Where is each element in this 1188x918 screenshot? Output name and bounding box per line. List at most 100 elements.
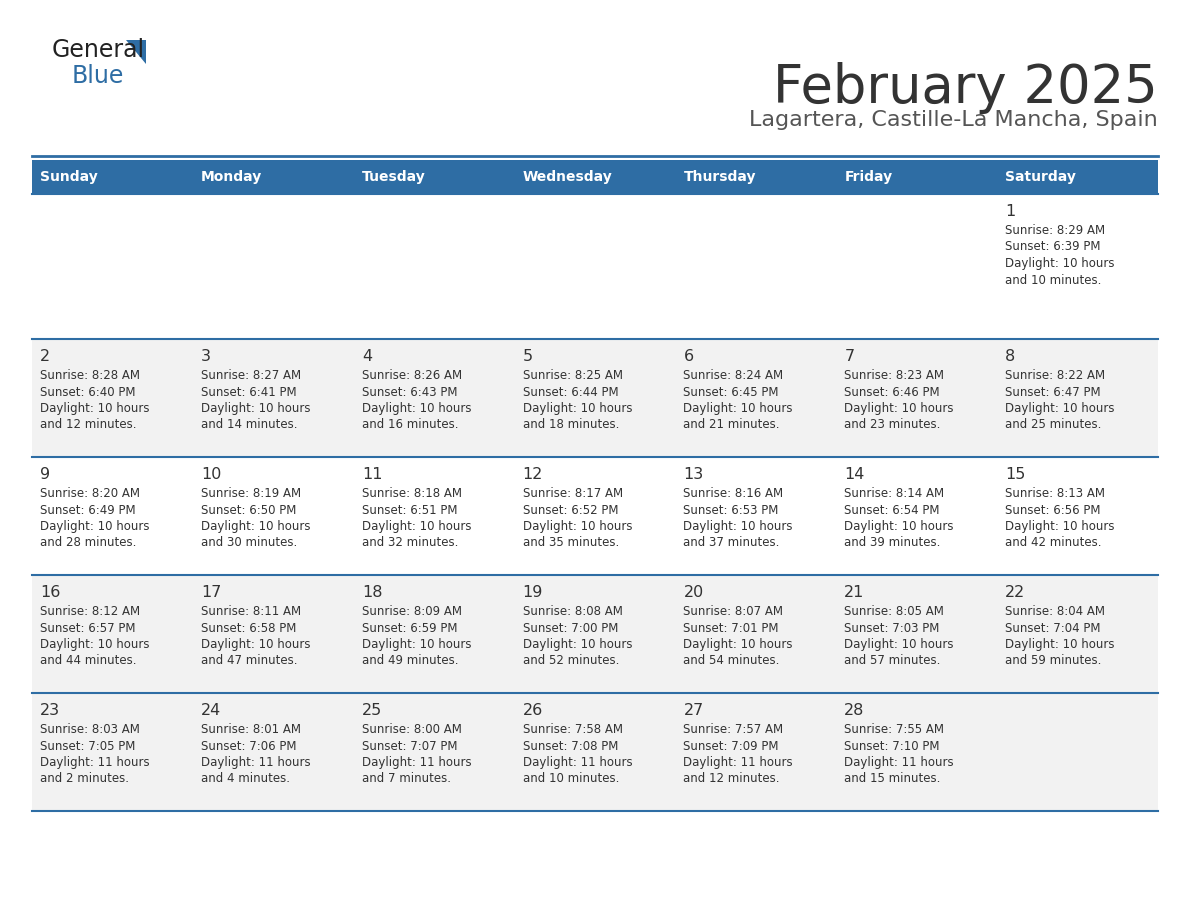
Bar (836, 160, 997, 194)
Text: 2: 2 (40, 349, 50, 364)
Text: and 23 minutes.: and 23 minutes. (845, 419, 941, 431)
Text: Sunset: 6:40 PM: Sunset: 6:40 PM (40, 386, 135, 398)
Text: Daylight: 10 hours: Daylight: 10 hours (845, 520, 954, 533)
Text: 3: 3 (201, 349, 211, 364)
Text: Sunrise: 7:57 AM: Sunrise: 7:57 AM (683, 723, 784, 736)
Text: Daylight: 11 hours: Daylight: 11 hours (362, 756, 472, 769)
Text: Sunrise: 8:18 AM: Sunrise: 8:18 AM (362, 487, 462, 500)
Text: and 30 minutes.: and 30 minutes. (201, 536, 297, 550)
Text: 8: 8 (1005, 349, 1016, 364)
Text: 28: 28 (845, 703, 865, 718)
Text: 6: 6 (683, 349, 694, 364)
Text: and 15 minutes.: and 15 minutes. (845, 773, 941, 786)
Text: Sunset: 7:10 PM: Sunset: 7:10 PM (845, 740, 940, 753)
Text: 17: 17 (201, 585, 221, 600)
Text: Sunrise: 8:27 AM: Sunrise: 8:27 AM (201, 369, 301, 382)
Text: and 37 minutes.: and 37 minutes. (683, 536, 779, 550)
Polygon shape (126, 40, 146, 64)
Text: Sunset: 6:45 PM: Sunset: 6:45 PM (683, 386, 779, 398)
Text: Sunset: 7:00 PM: Sunset: 7:00 PM (523, 621, 618, 634)
Bar (192, 160, 354, 194)
Text: Sunset: 6:51 PM: Sunset: 6:51 PM (362, 503, 457, 517)
Text: Blue: Blue (72, 64, 125, 88)
Text: 18: 18 (362, 585, 383, 600)
Bar (514, 160, 676, 194)
Bar (32, 575, 1158, 693)
Text: 23: 23 (40, 703, 61, 718)
Text: and 52 minutes.: and 52 minutes. (523, 655, 619, 667)
Text: Sunset: 6:43 PM: Sunset: 6:43 PM (362, 386, 457, 398)
Text: Daylight: 10 hours: Daylight: 10 hours (1005, 402, 1114, 415)
Text: Sunrise: 8:20 AM: Sunrise: 8:20 AM (40, 487, 140, 500)
Text: Daylight: 11 hours: Daylight: 11 hours (201, 756, 310, 769)
Text: and 21 minutes.: and 21 minutes. (683, 419, 781, 431)
Text: 13: 13 (683, 467, 703, 482)
Text: and 10 minutes.: and 10 minutes. (1005, 274, 1101, 286)
Text: Wednesday: Wednesday (523, 170, 612, 184)
Text: Sunrise: 8:23 AM: Sunrise: 8:23 AM (845, 369, 944, 382)
Text: Sunrise: 8:19 AM: Sunrise: 8:19 AM (201, 487, 301, 500)
Text: 25: 25 (362, 703, 383, 718)
Text: Sunrise: 8:00 AM: Sunrise: 8:00 AM (362, 723, 462, 736)
Text: Sunrise: 8:11 AM: Sunrise: 8:11 AM (201, 605, 301, 618)
Text: 10: 10 (201, 467, 221, 482)
Text: 9: 9 (40, 467, 50, 482)
Text: 4: 4 (362, 349, 372, 364)
Text: Sunset: 6:52 PM: Sunset: 6:52 PM (523, 503, 618, 517)
Text: and 18 minutes.: and 18 minutes. (523, 419, 619, 431)
Text: and 25 minutes.: and 25 minutes. (1005, 419, 1101, 431)
Text: Sunset: 7:07 PM: Sunset: 7:07 PM (362, 740, 457, 753)
Text: Sunset: 6:50 PM: Sunset: 6:50 PM (201, 503, 296, 517)
Text: and 49 minutes.: and 49 minutes. (362, 655, 459, 667)
Text: 22: 22 (1005, 585, 1025, 600)
Text: 20: 20 (683, 585, 703, 600)
Text: Daylight: 10 hours: Daylight: 10 hours (523, 638, 632, 651)
Bar (32, 160, 192, 194)
Bar (32, 693, 1158, 811)
Text: Sunset: 7:09 PM: Sunset: 7:09 PM (683, 740, 779, 753)
Text: Daylight: 11 hours: Daylight: 11 hours (40, 756, 150, 769)
Text: Sunrise: 8:26 AM: Sunrise: 8:26 AM (362, 369, 462, 382)
Text: Monday: Monday (201, 170, 263, 184)
Text: Sunset: 7:03 PM: Sunset: 7:03 PM (845, 621, 940, 634)
Text: Daylight: 10 hours: Daylight: 10 hours (362, 402, 472, 415)
Text: February 2025: February 2025 (773, 62, 1158, 114)
Text: 26: 26 (523, 703, 543, 718)
Text: Sunrise: 8:07 AM: Sunrise: 8:07 AM (683, 605, 783, 618)
Text: Sunset: 6:56 PM: Sunset: 6:56 PM (1005, 503, 1101, 517)
Text: Daylight: 10 hours: Daylight: 10 hours (683, 402, 792, 415)
Text: Sunset: 7:04 PM: Sunset: 7:04 PM (1005, 621, 1101, 634)
Text: Daylight: 10 hours: Daylight: 10 hours (683, 638, 792, 651)
Text: Sunrise: 8:13 AM: Sunrise: 8:13 AM (1005, 487, 1105, 500)
Text: Daylight: 10 hours: Daylight: 10 hours (845, 402, 954, 415)
Text: and 4 minutes.: and 4 minutes. (201, 773, 290, 786)
Text: Sunset: 6:57 PM: Sunset: 6:57 PM (40, 621, 135, 634)
Text: Lagartera, Castille-La Mancha, Spain: Lagartera, Castille-La Mancha, Spain (750, 110, 1158, 130)
Bar (676, 160, 836, 194)
Text: Sunset: 7:01 PM: Sunset: 7:01 PM (683, 621, 779, 634)
Text: Sunrise: 7:55 AM: Sunrise: 7:55 AM (845, 723, 944, 736)
Text: 16: 16 (40, 585, 61, 600)
Text: Sunset: 6:39 PM: Sunset: 6:39 PM (1005, 241, 1101, 253)
Text: 15: 15 (1005, 467, 1025, 482)
Text: and 54 minutes.: and 54 minutes. (683, 655, 779, 667)
Text: Saturday: Saturday (1005, 170, 1076, 184)
Text: Friday: Friday (845, 170, 892, 184)
Text: and 14 minutes.: and 14 minutes. (201, 419, 297, 431)
Text: Thursday: Thursday (683, 170, 756, 184)
Text: Sunrise: 8:03 AM: Sunrise: 8:03 AM (40, 723, 140, 736)
Text: Daylight: 10 hours: Daylight: 10 hours (362, 638, 472, 651)
Text: Sunrise: 7:58 AM: Sunrise: 7:58 AM (523, 723, 623, 736)
Text: and 10 minutes.: and 10 minutes. (523, 773, 619, 786)
Text: and 16 minutes.: and 16 minutes. (362, 419, 459, 431)
Bar (354, 160, 514, 194)
Text: Tuesday: Tuesday (362, 170, 425, 184)
Text: Sunrise: 8:28 AM: Sunrise: 8:28 AM (40, 369, 140, 382)
Text: Sunrise: 8:08 AM: Sunrise: 8:08 AM (523, 605, 623, 618)
Text: Sunset: 6:47 PM: Sunset: 6:47 PM (1005, 386, 1101, 398)
Text: 24: 24 (201, 703, 221, 718)
Bar (32, 194, 1158, 339)
Text: Daylight: 10 hours: Daylight: 10 hours (362, 520, 472, 533)
Text: Daylight: 10 hours: Daylight: 10 hours (523, 402, 632, 415)
Text: 27: 27 (683, 703, 703, 718)
